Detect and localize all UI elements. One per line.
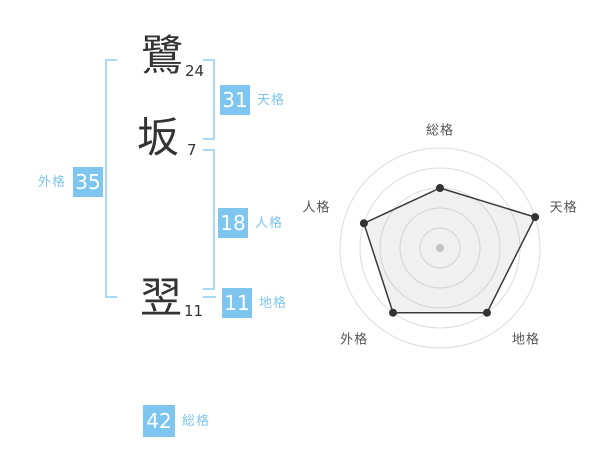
- given-char-1: 翌: [139, 273, 182, 322]
- tenkaku-score: 31 天格: [220, 85, 285, 115]
- jinkaku-label: 人格: [255, 215, 284, 231]
- gaikaku-value-box: 35: [73, 167, 104, 197]
- radar-data-point: [531, 213, 540, 222]
- tenkaku-bracket: [203, 59, 215, 140]
- radar-data-point: [389, 308, 397, 317]
- gaikaku-score: 外格 35: [38, 167, 104, 197]
- surname-char-2: 坂: [136, 113, 179, 162]
- surname-char-2-strokes: 7: [187, 141, 197, 159]
- gaikaku-label: 外格: [38, 174, 67, 190]
- soukaku-score: 42 総格: [143, 405, 210, 437]
- radar-data-point: [359, 219, 368, 228]
- radar-data-point: [436, 184, 444, 192]
- soukaku-value-box: 42: [143, 405, 175, 437]
- chikaku-tick: [203, 296, 216, 298]
- gaikaku-bracket: [105, 59, 117, 298]
- surname-char-1: 鷺: [140, 31, 183, 80]
- radar-axis-label: 外格: [340, 332, 368, 348]
- radar-axis-label: 地格: [512, 332, 540, 348]
- radar-grid-ring: [339, 147, 541, 349]
- soukaku-label: 総格: [182, 413, 211, 429]
- radar-axis-label: 天格: [550, 199, 578, 215]
- jinkaku-value-box: 18: [218, 208, 248, 238]
- jinkaku-score: 18 人格: [218, 208, 283, 238]
- radar-data-polygon: [362, 187, 537, 314]
- jinkaku-bracket: [203, 149, 215, 290]
- radar-grid-ring: [419, 227, 461, 269]
- radar-center-dot: [436, 244, 444, 252]
- radar-grid-ring: [399, 207, 481, 289]
- chikaku-score: 11 地格: [222, 288, 287, 318]
- radar-axis-label: 人格: [302, 199, 330, 215]
- chikaku-label: 地格: [259, 295, 288, 311]
- tenkaku-value-box: 31: [220, 85, 250, 115]
- given-char-1-strokes: 11: [184, 302, 204, 320]
- radar-data-point: [483, 308, 491, 317]
- chikaku-value-box: 11: [222, 288, 252, 318]
- radar-axis-label: 総格: [426, 123, 454, 139]
- radar-chart-area: 総格天格地格 外格 人格: [290, 113, 590, 358]
- surname-char-1-strokes: 24: [185, 62, 205, 80]
- tenkaku-label: 天格: [257, 92, 286, 108]
